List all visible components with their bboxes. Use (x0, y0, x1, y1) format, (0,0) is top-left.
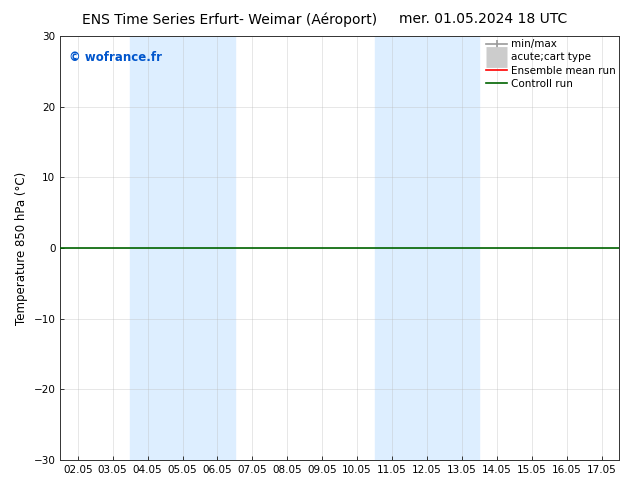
Text: © wofrance.fr: © wofrance.fr (68, 51, 162, 64)
Bar (375, 36, 479, 460)
Y-axis label: Temperature 850 hPa (°C): Temperature 850 hPa (°C) (15, 172, 28, 325)
Text: mer. 01.05.2024 18 UTC: mer. 01.05.2024 18 UTC (399, 12, 567, 26)
Bar (130, 36, 235, 460)
Legend: min/max, acute;cart type, Ensemble mean run, Controll run: min/max, acute;cart type, Ensemble mean … (486, 39, 616, 89)
Text: ENS Time Series Erfurt- Weimar (Aéroport): ENS Time Series Erfurt- Weimar (Aéroport… (82, 12, 377, 27)
